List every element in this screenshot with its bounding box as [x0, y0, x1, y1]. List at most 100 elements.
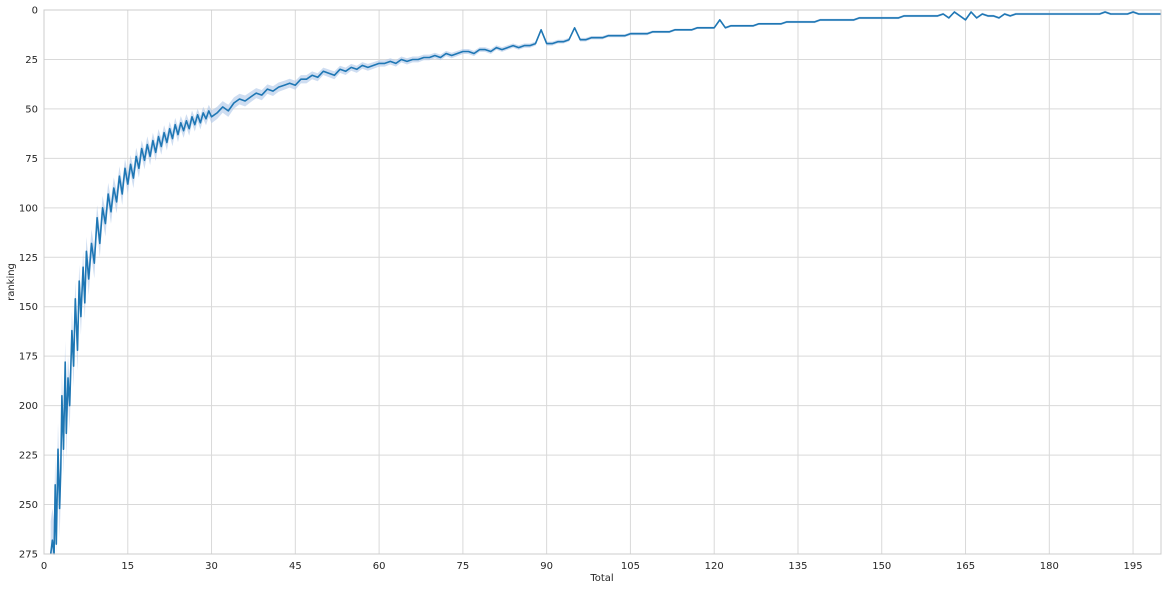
data-point — [507, 47, 509, 49]
y-tick-label: 75 — [25, 154, 38, 165]
data-point — [267, 88, 269, 90]
data-point — [501, 49, 503, 51]
data-point — [1138, 13, 1140, 15]
data-point — [920, 15, 922, 17]
data-point — [67, 377, 69, 379]
data-point — [870, 17, 872, 19]
data-point — [719, 19, 721, 21]
data-point — [188, 128, 190, 130]
data-point — [808, 21, 810, 23]
data-point — [864, 17, 866, 19]
data-point — [457, 53, 459, 55]
data-point — [147, 144, 149, 146]
data-point — [406, 61, 408, 63]
data-point — [529, 45, 531, 47]
data-point — [152, 140, 154, 142]
data-point — [177, 134, 179, 136]
x-tick-label: 105 — [621, 561, 640, 572]
data-point — [1043, 13, 1045, 15]
data-point — [272, 90, 274, 92]
data-point — [764, 23, 766, 25]
data-point — [216, 112, 218, 114]
data-point — [205, 118, 207, 120]
data-point — [708, 27, 710, 29]
data-point — [73, 365, 75, 367]
data-point — [169, 128, 171, 130]
data-point — [976, 17, 978, 19]
data-point — [551, 43, 553, 45]
data-point — [669, 31, 671, 33]
data-point — [78, 280, 80, 282]
data-point — [546, 43, 548, 45]
data-point — [350, 67, 352, 69]
data-point — [71, 330, 73, 332]
data-point — [429, 57, 431, 59]
data-point — [898, 17, 900, 19]
data-point — [825, 19, 827, 21]
data-point — [970, 11, 972, 13]
data-point — [820, 19, 822, 21]
x-tick-label: 165 — [956, 561, 975, 572]
data-point — [69, 405, 71, 407]
data-point — [155, 152, 157, 154]
data-point — [937, 15, 939, 17]
data-point — [222, 106, 224, 108]
data-point — [113, 187, 115, 189]
data-point — [94, 262, 96, 264]
data-point — [77, 349, 79, 351]
data-point — [317, 77, 319, 79]
data-point — [1110, 13, 1112, 15]
data-point — [859, 17, 861, 19]
data-point — [713, 27, 715, 29]
x-tick-label: 90 — [540, 561, 553, 572]
data-point — [965, 19, 967, 21]
data-point — [186, 120, 188, 122]
data-point — [384, 63, 386, 65]
data-point — [797, 21, 799, 23]
x-tick-label: 30 — [205, 561, 218, 572]
data-point — [1127, 13, 1129, 15]
data-point — [362, 65, 364, 67]
data-point — [163, 132, 165, 134]
data-point — [792, 21, 794, 23]
data-point — [736, 25, 738, 27]
data-point — [323, 71, 325, 73]
x-tick-label: 0 — [41, 561, 47, 572]
data-point — [758, 23, 760, 25]
data-point — [57, 448, 59, 450]
data-point — [75, 298, 77, 300]
data-point — [993, 15, 995, 17]
x-tick-label: 15 — [121, 561, 134, 572]
data-point — [82, 266, 84, 268]
data-point — [180, 122, 182, 124]
x-tick-label: 60 — [373, 561, 386, 572]
data-point — [250, 96, 252, 98]
data-point — [887, 17, 889, 19]
data-point — [563, 41, 565, 43]
data-point — [596, 37, 598, 39]
data-point — [445, 53, 447, 55]
axes: 0 15 30 45 60 75 90 105 120 135 150 165 180 195 0 25 50 7… — [19, 6, 1162, 572]
data-point — [775, 23, 777, 25]
data-point — [1054, 13, 1056, 15]
data-point — [61, 395, 63, 397]
data-point — [926, 15, 928, 17]
data-point — [680, 29, 682, 31]
data-point — [982, 13, 984, 15]
data-point — [306, 78, 308, 80]
data-point — [652, 31, 654, 33]
series-line — [49, 11, 1161, 555]
data-point — [202, 112, 204, 114]
data-point — [172, 138, 174, 140]
data-point — [658, 31, 660, 33]
data-point — [390, 61, 392, 63]
y-tick-label: 0 — [32, 6, 38, 17]
data-point — [440, 57, 442, 59]
data-point — [585, 39, 587, 41]
data-point — [1071, 13, 1073, 15]
data-point — [630, 33, 632, 35]
data-point — [191, 116, 193, 118]
data-point — [786, 21, 788, 23]
y-tick-label: 125 — [19, 253, 38, 264]
